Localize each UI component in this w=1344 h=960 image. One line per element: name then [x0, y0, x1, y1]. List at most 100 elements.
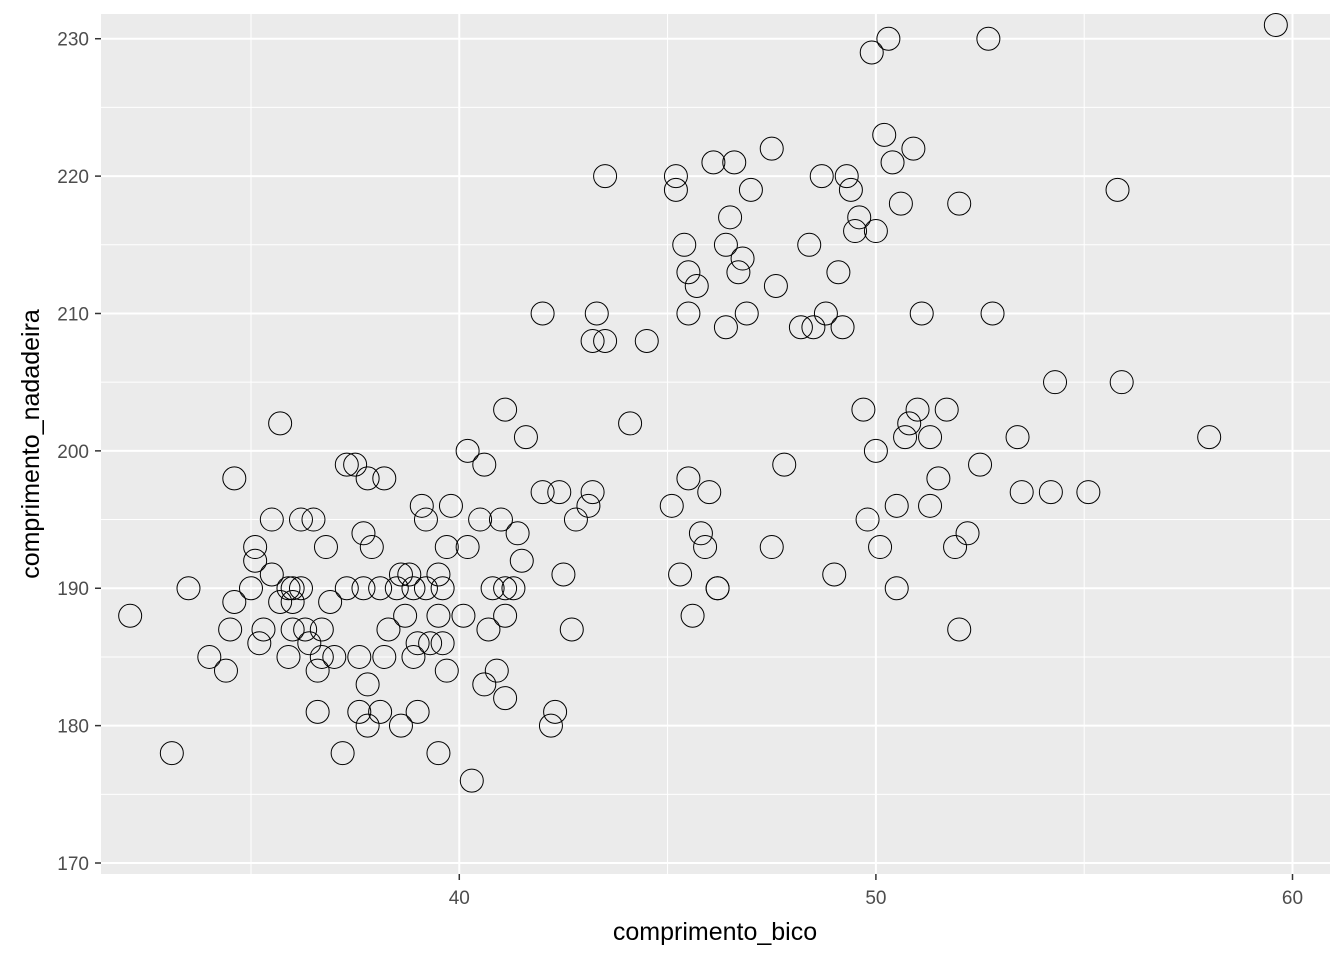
data-point — [705, 576, 730, 601]
data-point — [213, 658, 238, 683]
data-point — [884, 576, 909, 601]
data-point — [722, 150, 747, 175]
data-point — [659, 493, 684, 518]
data-point — [455, 535, 480, 560]
data-point — [313, 535, 338, 560]
data-point — [409, 493, 434, 518]
data-point — [701, 150, 726, 175]
data-point — [955, 521, 980, 546]
data-point — [484, 658, 509, 683]
data-point — [388, 713, 413, 738]
data-point — [330, 741, 355, 766]
data-point — [834, 164, 859, 189]
data-point — [726, 260, 751, 285]
data-point — [401, 644, 426, 669]
data-point — [968, 452, 993, 477]
data-point — [268, 589, 293, 614]
data-point — [297, 631, 322, 656]
data-point — [843, 219, 868, 244]
data-point — [1076, 480, 1101, 505]
data-point — [718, 205, 743, 230]
data-point — [376, 617, 401, 642]
data-point — [688, 521, 713, 546]
data-point — [343, 452, 368, 477]
data-point — [872, 122, 897, 147]
data-point — [159, 741, 184, 766]
data-point — [238, 576, 263, 601]
data-point — [618, 411, 643, 436]
y-tick-label: 210 — [57, 304, 89, 325]
data-point — [118, 603, 143, 628]
data-point — [1005, 425, 1030, 450]
data-point — [1263, 12, 1288, 37]
data-point — [493, 397, 518, 422]
data-point — [347, 699, 372, 724]
data-point — [759, 535, 784, 560]
data-point — [318, 589, 343, 614]
data-point — [697, 480, 722, 505]
data-point — [418, 631, 443, 656]
y-axis-ticks: 170 180 190 200 210 220 230 — [57, 30, 101, 875]
data-point — [684, 274, 709, 299]
data-point — [501, 576, 526, 601]
data-point — [876, 26, 901, 51]
data-point — [288, 507, 313, 532]
data-point — [713, 232, 738, 257]
data-point — [759, 136, 784, 161]
data-point — [668, 562, 693, 587]
data-point — [276, 576, 301, 601]
data-point — [259, 507, 284, 532]
data-point — [388, 562, 413, 587]
data-point — [713, 315, 738, 340]
data-point — [1105, 177, 1130, 202]
data-point — [309, 644, 334, 669]
data-point — [434, 535, 459, 560]
x-axis-ticks: 40 50 60 — [449, 874, 1303, 909]
data-point — [513, 425, 538, 450]
data-point — [580, 480, 605, 505]
data-point — [384, 576, 409, 601]
data-point — [397, 562, 422, 587]
data-point — [1038, 480, 1063, 505]
data-point — [918, 425, 943, 450]
data-point — [488, 507, 513, 532]
data-point — [847, 205, 872, 230]
data-point — [368, 576, 393, 601]
data-point — [772, 452, 797, 477]
data-point — [547, 480, 572, 505]
data-point — [480, 576, 505, 601]
data-point — [1109, 370, 1134, 395]
data-point — [472, 672, 497, 697]
data-point — [813, 301, 838, 326]
data-point — [551, 562, 576, 587]
data-point — [430, 576, 455, 601]
data-point — [822, 562, 847, 587]
y-tick-label: 190 — [57, 579, 89, 600]
data-point — [413, 576, 438, 601]
data-point — [359, 535, 384, 560]
data-point — [1043, 370, 1068, 395]
data-point — [243, 535, 268, 560]
data-point — [309, 617, 334, 642]
data-point — [580, 328, 605, 353]
data-point — [676, 301, 701, 326]
data-point — [368, 699, 393, 724]
data-point — [355, 672, 380, 697]
data-point — [947, 617, 972, 642]
data-point — [851, 397, 876, 422]
data-point — [943, 535, 968, 560]
data-point — [838, 177, 863, 202]
data-point — [351, 576, 376, 601]
data-point — [334, 576, 359, 601]
data-point — [372, 466, 397, 491]
data-point — [197, 644, 222, 669]
data-point — [393, 603, 418, 628]
data-point — [305, 699, 330, 724]
data-point — [593, 328, 618, 353]
data-point — [493, 576, 518, 601]
data-point — [763, 274, 788, 299]
data-point — [897, 411, 922, 436]
data-point — [293, 617, 318, 642]
data-point — [455, 438, 480, 463]
data-point — [738, 177, 763, 202]
